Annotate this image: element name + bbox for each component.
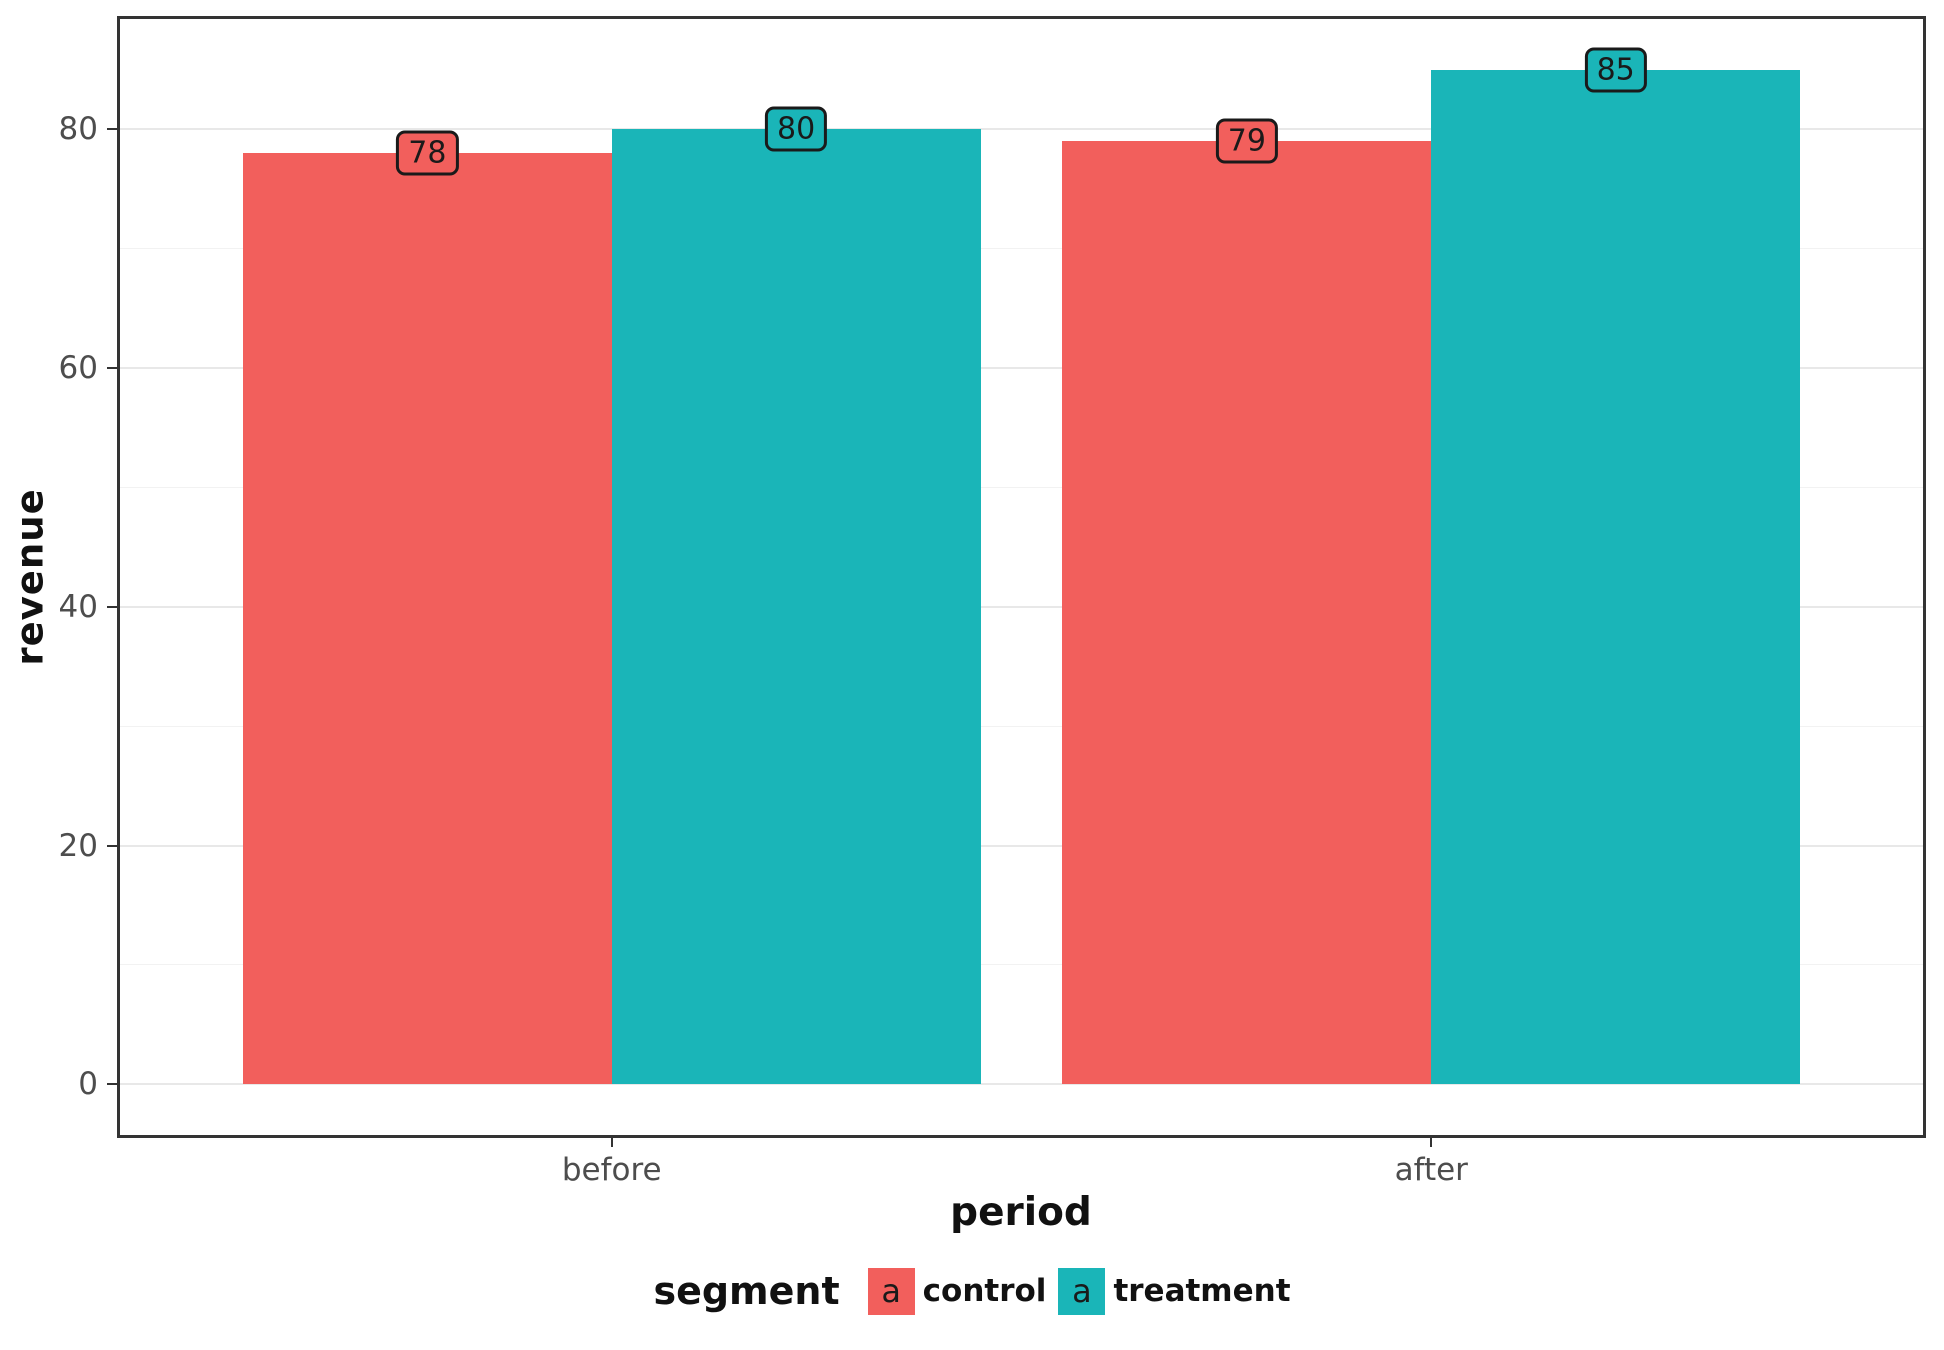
x-tick-label-after: after <box>1394 1152 1468 1188</box>
bar-value-label-before-control: 78 <box>396 130 459 176</box>
legend: segment a control a treatment <box>0 1260 1944 1322</box>
legend-title: segment <box>653 1269 840 1313</box>
y-tick-label: 0 <box>78 1066 98 1103</box>
y-tick-mark <box>107 605 117 608</box>
bar-after-treatment <box>1431 69 1801 1085</box>
y-grid-major-line <box>120 1083 1923 1086</box>
y-axis-title: revenue <box>8 488 52 666</box>
y-grid-minor-line <box>120 725 1923 727</box>
bar-value-label-before-treatment: 80 <box>765 106 828 152</box>
y-grid-major-line <box>120 128 1923 131</box>
y-tick-label: 20 <box>58 827 98 864</box>
legend-item-treatment: a treatment <box>1058 1267 1291 1315</box>
plot-panel: 78 80 79 85 <box>117 16 1926 1138</box>
x-axis-title: period <box>950 1190 1092 1235</box>
legend-label-control: control <box>922 1273 1047 1309</box>
legend-item-control: a control <box>867 1267 1047 1315</box>
bar-value-label-after-control: 79 <box>1215 118 1278 164</box>
legend-key-control: a <box>867 1267 915 1315</box>
y-grid-minor-line <box>120 486 1923 488</box>
x-tick-mark <box>610 1138 613 1147</box>
y-tick-mark <box>107 844 117 847</box>
bar-value-label-after-treatment: 85 <box>1584 47 1647 93</box>
legend-key-treatment: a <box>1058 1267 1106 1315</box>
y-tick-label: 80 <box>58 111 98 148</box>
y-grid-major-line <box>120 605 1923 608</box>
bar-before-control <box>242 153 612 1085</box>
y-grid-major-line <box>120 367 1923 370</box>
y-tick-mark <box>107 128 117 131</box>
y-tick-label: 60 <box>58 350 98 387</box>
y-grid-minor-line <box>120 964 1923 966</box>
y-grid-major-line <box>120 844 1923 847</box>
bar-before-treatment <box>611 129 981 1085</box>
legend-label-treatment: treatment <box>1113 1273 1291 1309</box>
y-tick-mark <box>107 367 117 370</box>
bar-after-control <box>1062 141 1432 1085</box>
y-tick-mark <box>107 1083 117 1086</box>
x-tick-label-before: before <box>561 1152 662 1188</box>
y-grid-minor-line <box>120 248 1923 250</box>
y-tick-label: 40 <box>58 588 98 625</box>
x-tick-mark <box>1430 1138 1433 1147</box>
